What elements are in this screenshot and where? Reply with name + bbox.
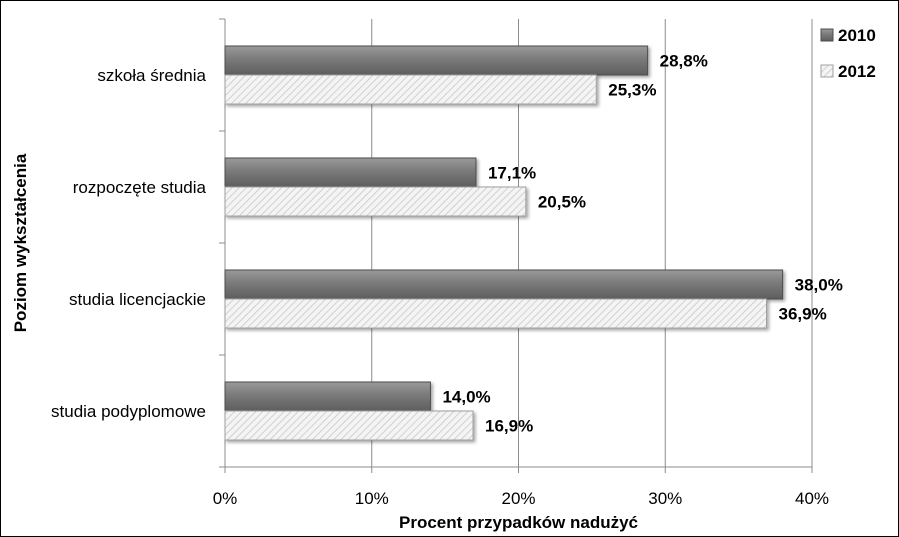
bars xyxy=(224,45,784,441)
legend-label-2010: 2010 xyxy=(838,26,876,45)
bar-2010 xyxy=(224,45,649,76)
data-label: 14,0% xyxy=(442,388,490,407)
data-label: 20,5% xyxy=(538,193,586,212)
x-tick-label: 20% xyxy=(501,489,535,508)
bar-2010 xyxy=(224,269,784,300)
y-axis-title: Poziom wykształcenia xyxy=(11,153,30,332)
data-label: 16,9% xyxy=(485,417,533,436)
legend: 2010 2012 xyxy=(820,26,876,81)
bar-2010 xyxy=(224,381,431,412)
legend-label-2012: 2012 xyxy=(838,62,876,81)
category-label: rozpoczęte studia xyxy=(73,178,207,197)
data-label: 28,8% xyxy=(660,52,708,71)
x-tick-label: 0% xyxy=(213,489,238,508)
legend-swatch-2010 xyxy=(820,28,834,42)
bar-2012 xyxy=(224,74,597,105)
legend-swatch-2012 xyxy=(820,64,834,78)
bar-2010 xyxy=(224,157,477,188)
category-label: studia podyplomowe xyxy=(51,402,206,421)
x-tick-label: 10% xyxy=(355,489,389,508)
labels: 0% 10% 20% 30% 40% szkoła średnia 28,8%25,3% ro… xyxy=(11,52,843,533)
x-tick-label: 30% xyxy=(648,489,682,508)
bar-2012 xyxy=(224,186,527,217)
bar-2012 xyxy=(224,410,474,441)
x-axis-title: Procent przypadków nadużyć xyxy=(399,513,638,532)
bar-2012 xyxy=(224,298,768,329)
category-label: szkoła średnia xyxy=(97,66,206,85)
x-tick-label: 40% xyxy=(795,489,829,508)
data-label: 17,1% xyxy=(488,164,536,183)
category-label: studia licencjackie xyxy=(69,290,206,309)
data-label: 38,0% xyxy=(795,276,843,295)
data-label: 25,3% xyxy=(608,81,656,100)
data-label: 36,9% xyxy=(779,305,827,324)
